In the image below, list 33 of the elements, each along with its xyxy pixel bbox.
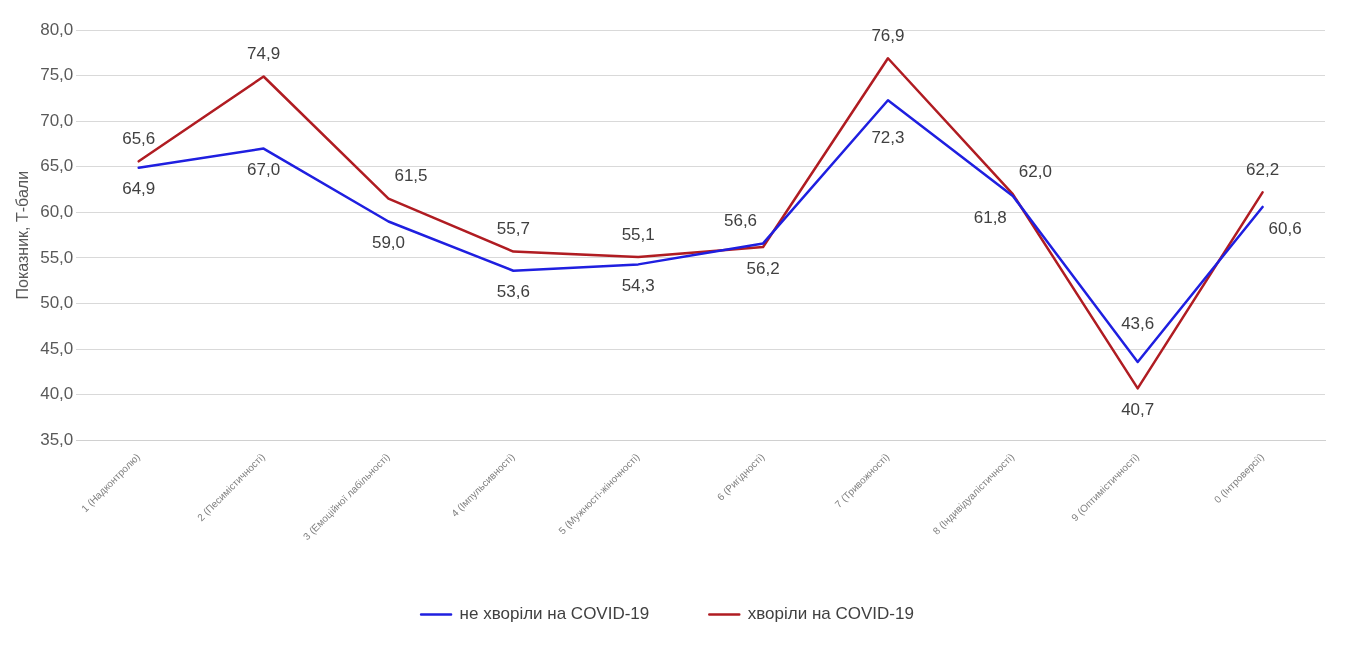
data-label: 65,6 — [122, 129, 156, 149]
y-tick-label: 40,0 — [40, 384, 74, 404]
y-tick-label: 75,0 — [40, 65, 74, 85]
data-label: 62,2 — [1246, 160, 1280, 180]
data-label: 64,9 — [122, 179, 156, 199]
y-tick-label: 70,0 — [40, 110, 74, 130]
y-axis-title: Показник, Т-бали — [14, 170, 32, 300]
data-label: 55,1 — [621, 224, 655, 244]
legend-label: не хворіли на COVID-19 — [459, 604, 650, 624]
data-label: 56,2 — [746, 258, 780, 278]
data-label: 59,0 — [371, 233, 406, 253]
y-tick-label: 45,0 — [40, 338, 74, 358]
data-label: 53,6 — [496, 282, 530, 302]
legend-label: хворіли на COVID-19 — [747, 604, 914, 624]
data-label: 43,6 — [1121, 313, 1155, 333]
data-label: 72,3 — [871, 127, 905, 147]
y-tick-label: 60,0 — [40, 202, 74, 222]
data-label: 74,9 — [247, 44, 281, 64]
y-tick-label: 80,0 — [40, 19, 74, 39]
data-label: 76,9 — [871, 25, 905, 45]
data-label: 40,7 — [1121, 400, 1155, 420]
data-label: 61,8 — [973, 207, 1007, 227]
data-label: 62,0 — [1018, 161, 1052, 181]
data-label: 67,0 — [247, 160, 281, 180]
data-label: 55,7 — [496, 219, 530, 239]
data-label: 61,5 — [394, 166, 428, 186]
data-label: 60,6 — [1268, 218, 1302, 238]
y-tick-label: 65,0 — [40, 156, 74, 176]
y-tick-label: 55,0 — [40, 247, 74, 267]
data-label: 56,6 — [723, 211, 758, 231]
data-label: 54,3 — [621, 276, 655, 296]
y-tick-label: 50,0 — [40, 293, 74, 313]
y-tick-label: 35,0 — [40, 430, 74, 450]
